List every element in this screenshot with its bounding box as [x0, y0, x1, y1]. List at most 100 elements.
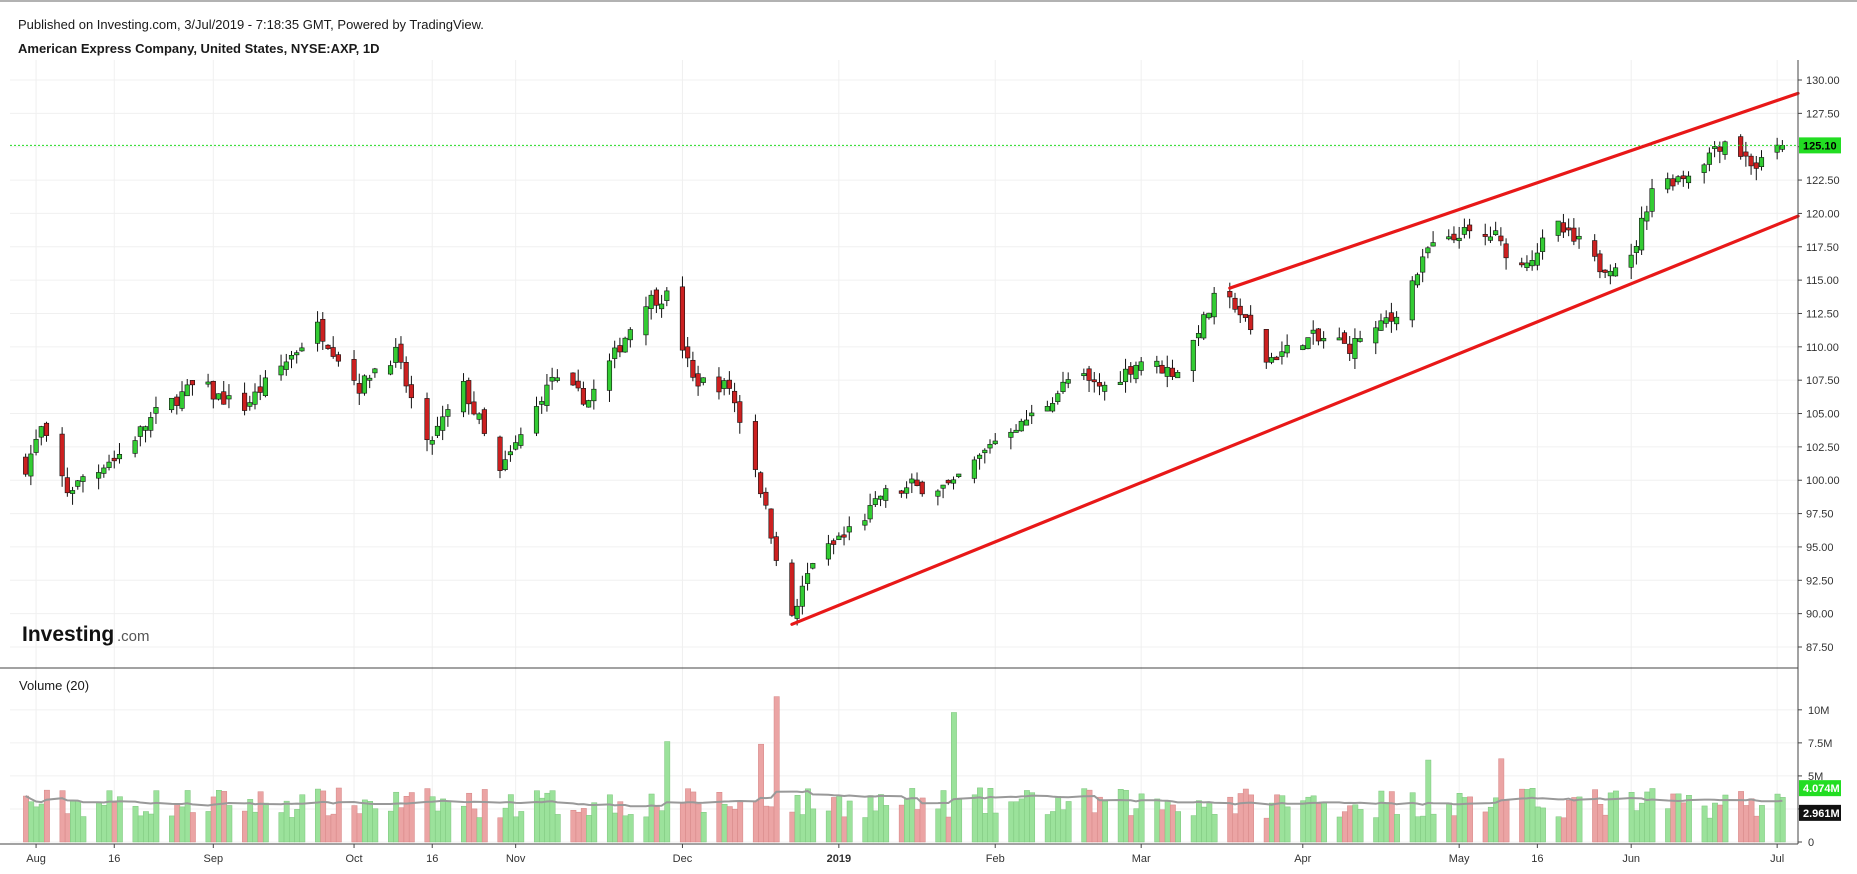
- volume-bar: [1055, 796, 1062, 843]
- volume-bar: [1263, 817, 1270, 843]
- volume-bar: [695, 803, 702, 843]
- candle-up: [846, 526, 852, 533]
- candle-up: [1008, 431, 1014, 438]
- candle-up: [1044, 406, 1050, 412]
- volume-bar: [825, 810, 832, 843]
- volume-bar: [1738, 791, 1744, 843]
- candle-up: [476, 413, 482, 420]
- candle-up: [1420, 256, 1426, 273]
- price-tick-label: 87.50: [1806, 642, 1834, 654]
- candle-up: [810, 563, 816, 569]
- candle-up: [1612, 267, 1619, 277]
- candle-down: [351, 359, 357, 381]
- candle-up: [1425, 247, 1431, 254]
- volume-bar: [659, 810, 665, 843]
- volume-bar: [1456, 793, 1463, 843]
- candle-up: [1706, 152, 1712, 165]
- volume-tick-label: 7.5M: [1808, 738, 1832, 750]
- volume-bar: [898, 804, 905, 843]
- volume-bar: [982, 813, 989, 843]
- candle-down: [763, 491, 769, 506]
- price-pane[interactable]: [10, 134, 1798, 626]
- volume-bar: [408, 792, 415, 843]
- volume-bar: [679, 802, 686, 843]
- volume-bar: [388, 810, 394, 843]
- volume-bar: [1649, 788, 1656, 843]
- volume-bar: [1336, 816, 1343, 843]
- candle-up: [1321, 337, 1327, 342]
- volume-ma-line: [25, 789, 1783, 808]
- candle-up: [1117, 381, 1123, 385]
- candle-up: [1065, 379, 1071, 384]
- candle-down: [752, 421, 758, 470]
- volume-bar: [481, 789, 488, 843]
- volume-bar: [606, 794, 613, 843]
- volume-bar: [1503, 799, 1510, 843]
- volume-tick-label: 5M: [1808, 771, 1823, 783]
- volume-tick-label: 10M: [1808, 705, 1829, 717]
- volume-bar: [1190, 815, 1197, 843]
- volume-bar: [1023, 790, 1030, 843]
- volume-pane[interactable]: [23, 696, 1786, 843]
- time-tick-label: Jul: [1770, 853, 1784, 865]
- candle-up: [1493, 230, 1499, 235]
- price-tick-label: 120.00: [1806, 208, 1840, 220]
- candle-up: [825, 543, 831, 560]
- volume-bar: [622, 815, 629, 843]
- volume-bar: [75, 800, 82, 843]
- volume-bar: [356, 813, 363, 843]
- candle-down: [330, 347, 336, 357]
- volume-bar: [1357, 809, 1364, 843]
- volume-ma-label: 2.961M: [1803, 808, 1840, 820]
- volume-bar: [1779, 797, 1786, 843]
- candle-up: [393, 346, 399, 363]
- volume-bar: [977, 787, 983, 843]
- volume-bar: [1758, 805, 1765, 843]
- volume-bar: [1102, 800, 1109, 843]
- candle-down: [242, 392, 248, 411]
- candle-down: [653, 289, 659, 306]
- candle-up: [116, 454, 123, 460]
- candle-up: [1190, 339, 1196, 371]
- candle-down: [716, 376, 722, 393]
- candle-down: [1347, 343, 1353, 354]
- candle-up: [1534, 252, 1540, 266]
- volume-bar: [773, 696, 780, 843]
- candle-up: [75, 480, 81, 487]
- volume-bar: [1315, 803, 1322, 843]
- volume-bar: [372, 808, 379, 843]
- volume-bar: [1201, 806, 1208, 843]
- candle-up: [1195, 333, 1202, 339]
- candle-up: [805, 573, 811, 584]
- volume-bar: [539, 797, 546, 843]
- candle-down: [1467, 224, 1473, 232]
- volume-bar: [768, 806, 775, 843]
- candle-up: [539, 401, 545, 405]
- candle-up: [445, 409, 451, 417]
- volume-bar: [242, 810, 248, 843]
- volume-bar: [919, 797, 926, 843]
- price-tick-label: 117.50: [1806, 242, 1839, 254]
- volume-bar: [28, 801, 35, 843]
- volume-bar: [878, 794, 884, 843]
- candle-up: [252, 391, 258, 405]
- candle-down: [1670, 178, 1676, 187]
- candle-down: [1597, 253, 1603, 273]
- volume-bar: [429, 796, 436, 843]
- volume-bar: [914, 809, 921, 843]
- volume-bar: [1060, 809, 1067, 843]
- candle-up: [1029, 412, 1035, 417]
- volume-bar: [612, 812, 619, 843]
- candle-up: [1487, 236, 1494, 241]
- candle-down: [789, 562, 795, 616]
- candle-up: [1310, 329, 1316, 334]
- volume-bar: [1154, 798, 1161, 843]
- candle-down: [1519, 262, 1525, 266]
- candle-up: [1675, 176, 1681, 183]
- volume-bar: [1169, 804, 1176, 843]
- candle-up: [106, 461, 112, 468]
- candle-down: [1482, 233, 1488, 237]
- volume-bar: [951, 712, 957, 843]
- grid-lines: [10, 60, 1798, 843]
